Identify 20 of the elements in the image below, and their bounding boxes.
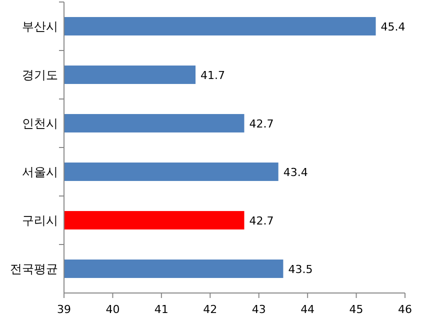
y-tick-label: 인천시 — [22, 116, 58, 130]
x-tick-label: 40 — [106, 303, 120, 316]
y-tick-label: 부산시 — [22, 19, 58, 34]
data-label: 45.4 — [380, 20, 406, 34]
x-tick-label: 41 — [154, 303, 168, 316]
y-tick-label: 경기도 — [22, 68, 58, 82]
y-tick-label: 구리시 — [22, 213, 58, 228]
data-label: 43.5 — [288, 262, 313, 276]
data-label: 42.7 — [249, 117, 274, 130]
data-label: 42.7 — [249, 214, 274, 228]
x-tick-label: 46 — [398, 303, 412, 316]
data-label: 43.4 — [283, 166, 308, 179]
y-tick-label: 서울시 — [22, 164, 58, 179]
x-tick-label: 42 — [203, 303, 218, 316]
x-tick-label: 39 — [57, 303, 71, 316]
x-tick-label: 44 — [300, 303, 315, 316]
y-tick-label: 전국평균 — [10, 262, 58, 276]
data-label: 41.7 — [200, 68, 226, 82]
x-tick-label: 45 — [349, 303, 364, 316]
x-tick-label: 43 — [252, 303, 266, 316]
